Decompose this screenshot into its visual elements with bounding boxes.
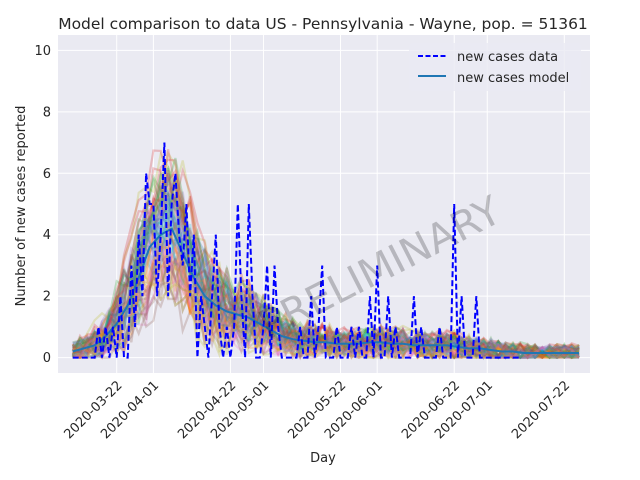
x-tick-label: 2020-07-22 — [509, 378, 573, 442]
y-axis-ticks: 0 2 4 6 8 10 — [34, 44, 51, 366]
legend-box — [409, 43, 581, 91]
x-axis-label: Day — [310, 451, 336, 466]
legend-label-data: new cases data — [457, 50, 558, 65]
model-ensemble-line — [72, 189, 580, 360]
model-ensemble-line — [72, 175, 580, 360]
chart-title: Model comparison to data US - Pennsylvan… — [58, 15, 588, 33]
model-ensemble-line — [72, 150, 580, 358]
model-ensemble-line — [71, 158, 580, 359]
y-tick-label: 0 — [43, 351, 51, 366]
y-tick-label: 2 — [43, 290, 51, 305]
model-ensemble-line — [72, 216, 579, 360]
model-ensemble-line — [71, 166, 580, 360]
y-tick-label: 10 — [34, 44, 51, 59]
model-ensemble-line — [72, 199, 580, 360]
model-ensemble-line — [72, 247, 580, 360]
model-ensemble-line — [72, 237, 580, 359]
y-tick-label: 8 — [43, 105, 51, 120]
y-tick-label: 4 — [43, 228, 51, 243]
model-ensemble-line — [72, 166, 580, 359]
model-ensemble-line — [71, 173, 580, 359]
model-ensemble-line — [71, 160, 580, 359]
series-layer — [72, 142, 579, 359]
series-line-model — [72, 227, 579, 354]
legend: new cases data new cases model — [409, 43, 581, 91]
series-line-data — [72, 142, 521, 359]
model-ensemble-line — [72, 246, 580, 359]
y-tick-label: 6 — [43, 167, 51, 182]
model-ensemble-line — [72, 173, 579, 359]
model-ensemble-line — [72, 181, 580, 359]
model-ensemble-line — [71, 191, 580, 359]
grid — [58, 35, 590, 373]
y-axis-label: Number of new cases reported — [14, 106, 29, 307]
legend-label-model: new cases model — [457, 71, 569, 86]
